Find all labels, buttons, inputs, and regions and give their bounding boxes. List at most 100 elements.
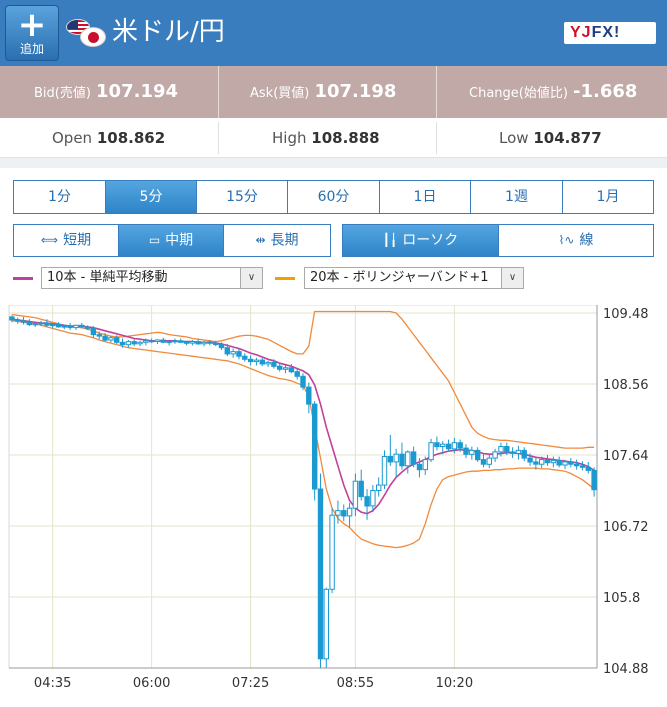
candle-body (84, 326, 91, 329)
candles (9, 315, 597, 668)
candle-body (67, 325, 73, 329)
candle-body (486, 457, 493, 465)
low-stat: Low 104.877 (499, 118, 602, 158)
ask-quote: Ask(買値) 107.198 (250, 66, 396, 118)
candle-body (172, 340, 178, 343)
candle-body (544, 459, 551, 464)
change-quote: Change(始値比) -1.668 (469, 66, 637, 118)
candle-body (259, 359, 266, 365)
price-chart[interactable]: 109.48 108.56 107.64 106.72 105.8 104.88 04:3… (7, 305, 661, 700)
japan-flag-icon (80, 27, 106, 47)
divider (218, 122, 219, 154)
candle-body (218, 344, 225, 349)
candle-body (370, 490, 376, 507)
candle-body (90, 327, 97, 336)
tab-1day[interactable]: 1日 (380, 181, 471, 213)
range-short-label: 短期 (63, 232, 92, 249)
candle-body (416, 463, 423, 471)
bb-indicator-select[interactable]: 20本 - ボリンジャーバンド+1 ∨ (304, 267, 524, 289)
candle-body (550, 459, 557, 464)
open-label: Open (52, 129, 93, 147)
ask-value-pip: 8 (383, 81, 397, 102)
candle-body (294, 371, 300, 377)
bid-label: Bid(売値) (34, 86, 91, 101)
divider (218, 66, 219, 118)
candle-body (387, 456, 394, 463)
candle-body (265, 361, 271, 365)
candlestick-button[interactable]: ┃╽ ローソク (343, 225, 499, 256)
range-medium-label: 中期 (165, 232, 194, 249)
chart-type-selector: ┃╽ ローソク ⌇∿ 線 (342, 224, 654, 257)
open-stat: Open 108.862 (52, 118, 165, 158)
candle-body (585, 466, 591, 471)
ohl-row: Open 108.862 High 108.888 Low 104.877 (0, 118, 667, 158)
candle-body (515, 449, 522, 454)
candlestick-icon: ┃╽ (382, 233, 398, 247)
x-tick-label: 06:00 (133, 676, 170, 691)
candle-body (306, 386, 312, 405)
range-selector: ⟺ 短期 ▭ 中期 ⇹ 長期 (13, 224, 331, 257)
candle-body (428, 442, 434, 461)
candle-body (253, 359, 260, 363)
line-chart-button[interactable]: ⌇∿ 線 (499, 225, 653, 256)
bid-value-pip: 4 (165, 81, 179, 102)
candle-body (573, 463, 580, 467)
candle-body (20, 320, 27, 323)
separator-band (0, 158, 667, 168)
range-medium-button[interactable]: ▭ 中期 (119, 225, 224, 256)
candle-body (207, 341, 213, 344)
ask-value-main: 107.19 (314, 81, 384, 102)
candle-body (61, 325, 67, 328)
candle-body (119, 341, 126, 346)
candle-body (556, 459, 562, 466)
candle-body (521, 449, 527, 459)
tab-60min[interactable]: 60分 (288, 181, 380, 213)
candle-body (195, 341, 201, 345)
candle-body (346, 507, 353, 517)
tab-1min[interactable]: 1分 (14, 181, 106, 213)
candle-body (341, 510, 347, 517)
brand-logo: YJFX! (564, 22, 656, 44)
candle-body (183, 341, 190, 344)
plus-icon: + (17, 5, 47, 45)
add-button[interactable]: + 追加 (5, 5, 59, 61)
range-long-button[interactable]: ⇹ 長期 (224, 225, 330, 256)
candle-body (323, 588, 330, 660)
candle-body (201, 341, 207, 345)
candle-body (213, 342, 219, 346)
candle-body (591, 469, 597, 491)
y-tick-label: 109.48 (603, 307, 649, 322)
candle-body (399, 453, 405, 467)
candle-body (475, 449, 481, 461)
candle-body (189, 341, 196, 344)
candle-body (393, 453, 399, 463)
range-short-button[interactable]: ⟺ 短期 (14, 225, 119, 256)
candle-body (504, 446, 510, 453)
candle-body (96, 334, 102, 337)
candle-body (282, 367, 289, 370)
ma-legend-swatch (13, 277, 33, 280)
tab-1week[interactable]: 1週 (471, 181, 563, 213)
candle-body (102, 335, 108, 341)
ma-indicator-label: 10本 - 単純平均移動 (47, 270, 168, 285)
candle-body (26, 321, 33, 326)
tab-1month[interactable]: 1月 (596, 189, 620, 205)
y-tick-label: 105.8 (603, 591, 640, 606)
candle-body (143, 340, 149, 343)
candle-body (131, 341, 137, 345)
candle-body (498, 446, 504, 453)
candle-body (422, 459, 429, 471)
candle-body (317, 488, 324, 660)
candle-body (9, 316, 15, 321)
candle-body (381, 456, 388, 486)
candle-body (579, 465, 586, 468)
ma-indicator-select[interactable]: 10本 - 単純平均移動 ∨ (41, 267, 263, 289)
candle-body (440, 443, 446, 447)
tab-15min[interactable]: 15分 (197, 181, 288, 213)
tab-5min[interactable]: 5分 (106, 181, 197, 213)
y-tick-label: 104.88 (603, 662, 649, 677)
y-tick-label: 108.56 (603, 378, 649, 393)
candle-body (533, 461, 539, 465)
y-tick-label: 107.64 (603, 449, 649, 464)
candle-body (178, 340, 184, 343)
